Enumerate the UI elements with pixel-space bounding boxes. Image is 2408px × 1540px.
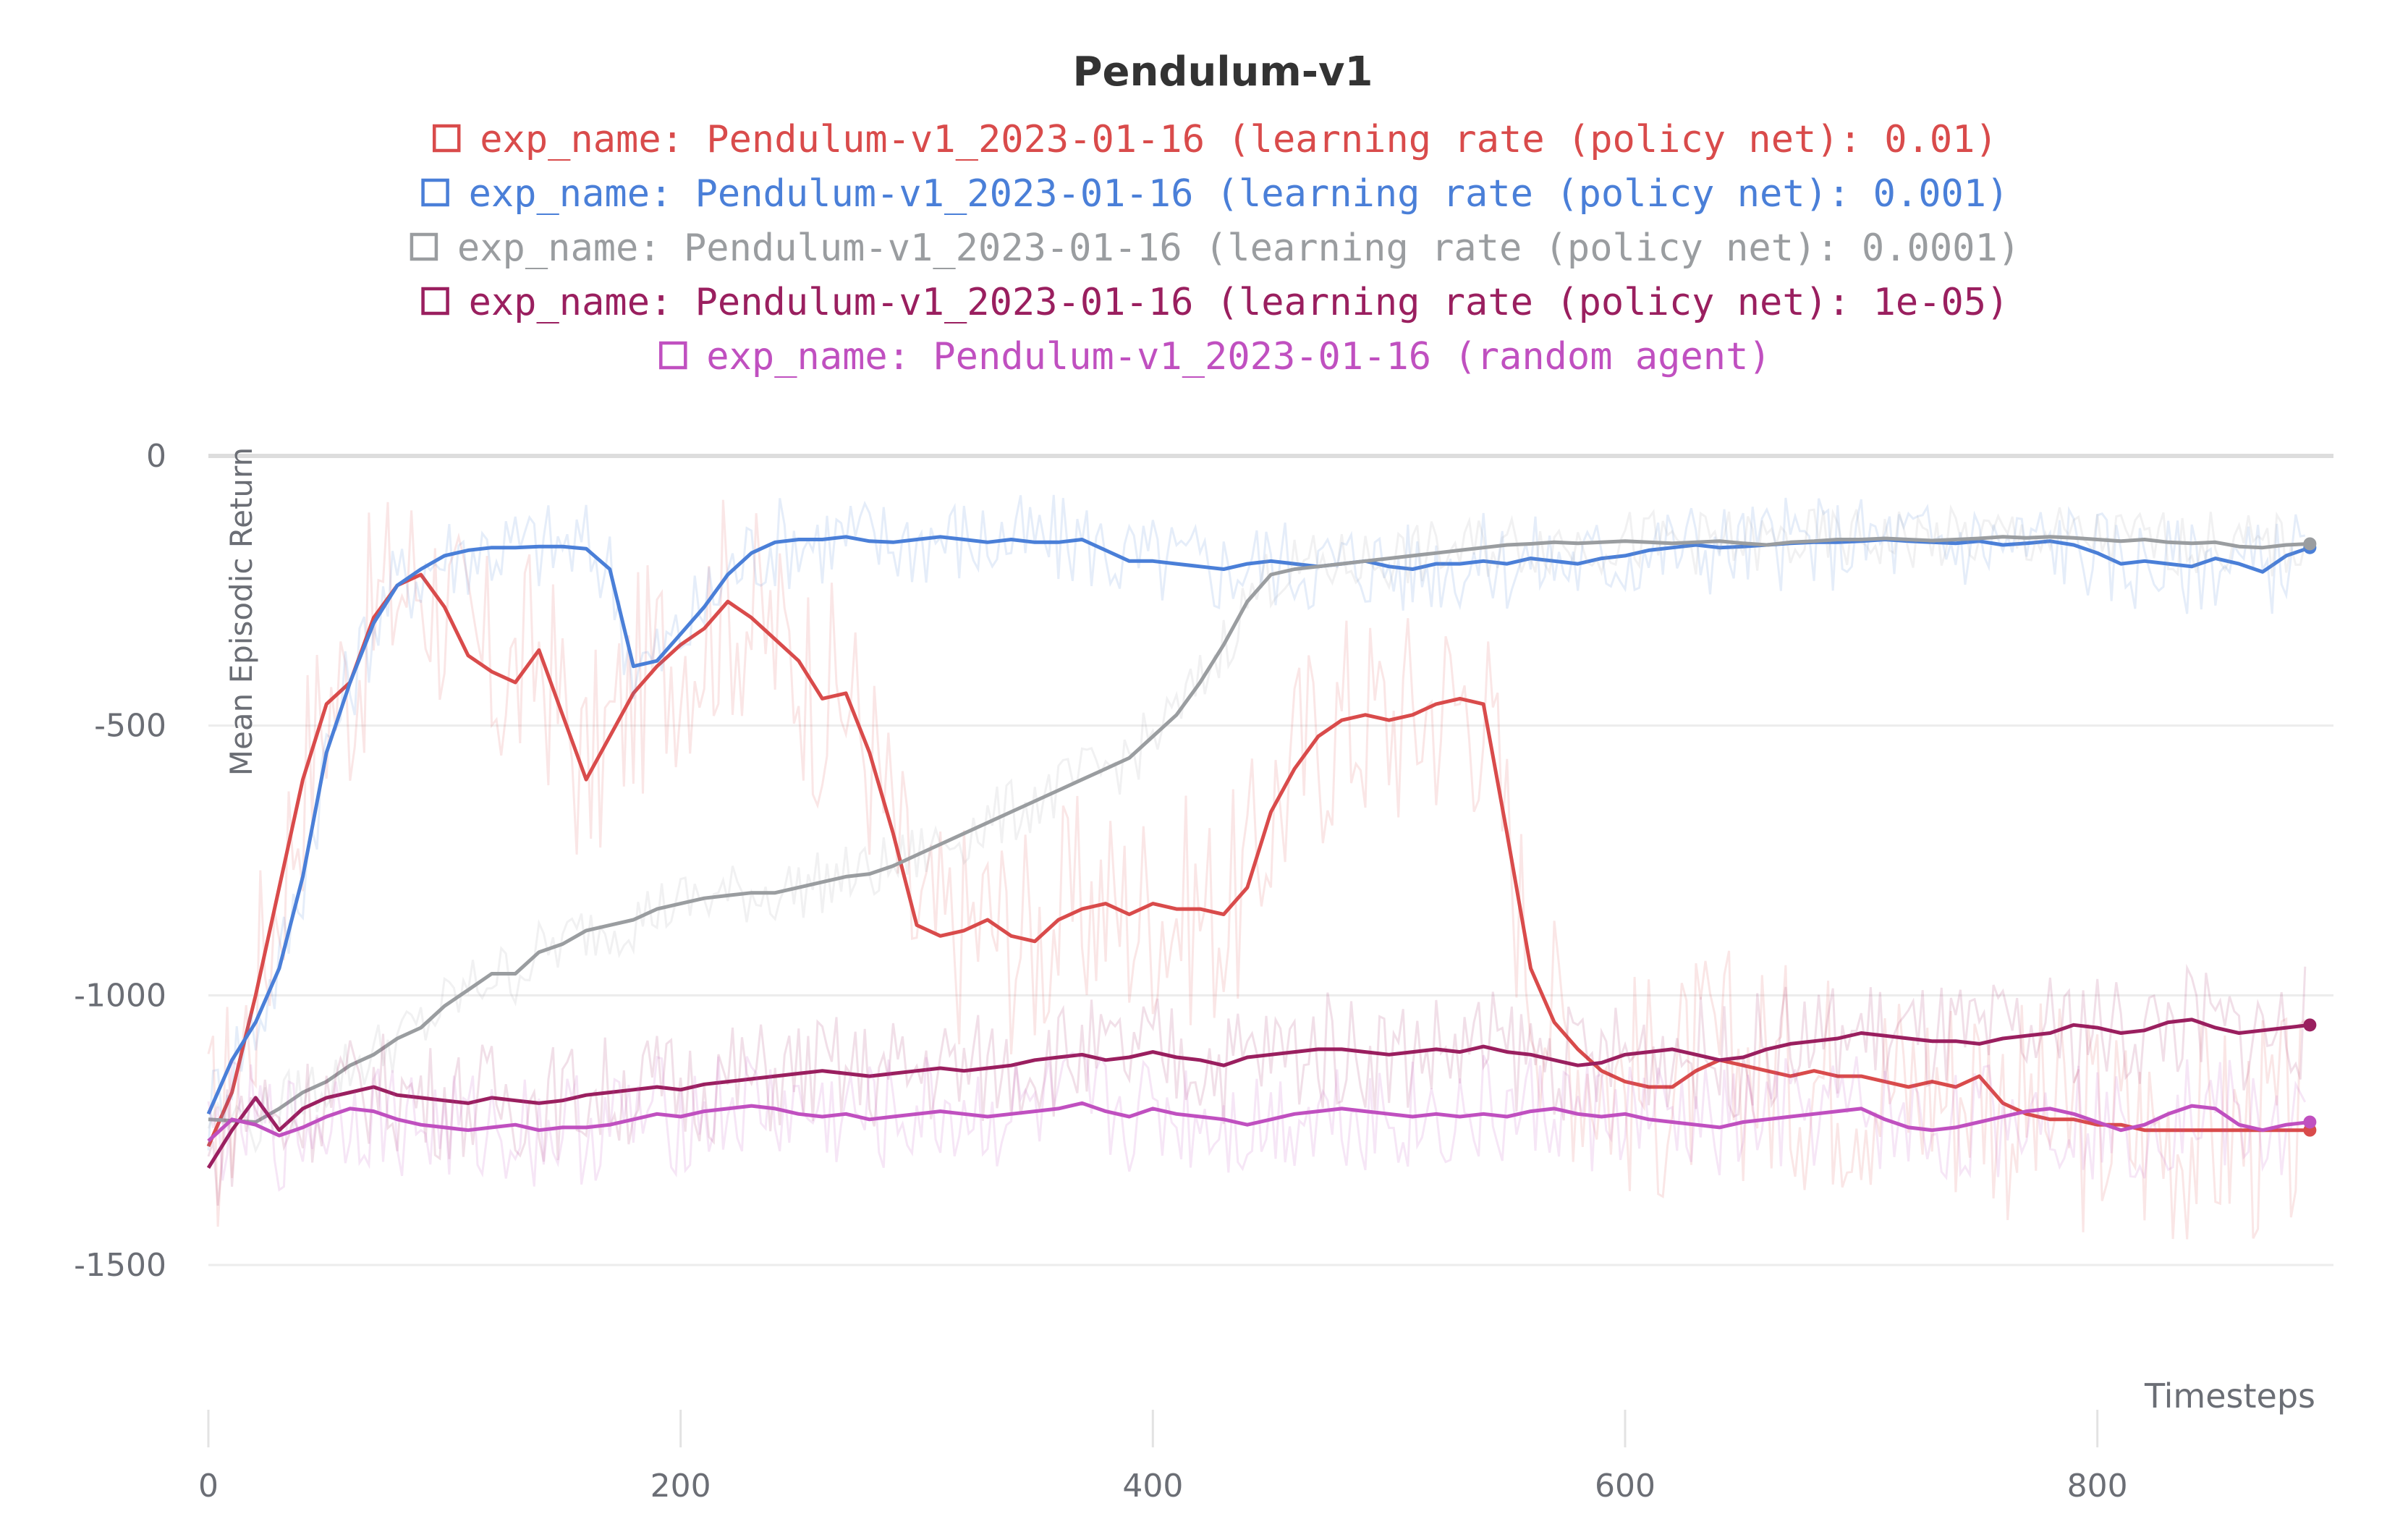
y-tick-label: -1500 (74, 1247, 166, 1284)
series-line (206, 535, 2311, 1115)
legend-swatch (421, 287, 449, 316)
y-axis-label: Mean Episodic Return (224, 447, 259, 776)
series-raw-trace (207, 494, 2306, 1151)
legend-item[interactable]: exp_name: Pendulum-v1_2023-01-16 (learni… (421, 172, 2009, 216)
x-tick-label: 800 (2067, 1468, 2128, 1505)
legend-item[interactable]: exp_name: Pendulum-v1_2023-01-16 (learni… (421, 281, 2009, 324)
y-tick-label: -1000 (74, 977, 166, 1014)
x-axis-label: Timesteps (2144, 1376, 2315, 1416)
legend-item[interactable]: exp_name: Pendulum-v1_2023-01-16 (learni… (432, 118, 1998, 161)
legend-swatch (432, 124, 461, 153)
series-line (206, 1018, 2310, 1169)
legend-label: exp_name: Pendulum-v1_2023-01-16 (learni… (469, 172, 2009, 216)
grid (208, 454, 2333, 1266)
legend-swatch (659, 341, 687, 370)
series-end-point (2303, 1115, 2317, 1129)
legend-label: exp_name: Pendulum-v1_2023-01-16 (learni… (480, 118, 1998, 161)
series-end-point (2303, 537, 2317, 551)
series-line (208, 535, 2310, 1124)
legend-swatch (421, 178, 449, 207)
legend-swatch (410, 232, 438, 261)
y-tick-label: 0 (146, 438, 166, 475)
legend-label: exp_name: Pendulum-v1_2023-01-16 (random… (706, 335, 1771, 378)
plot-area (206, 494, 2317, 1240)
series-line (206, 572, 2310, 1148)
x-tick-label: 600 (1595, 1468, 1656, 1505)
x-tick-label: 200 (650, 1468, 711, 1505)
legend-label: exp_name: Pendulum-v1_2023-01-16 (learni… (469, 281, 2009, 324)
series-raw-trace (207, 963, 2307, 1206)
x-tick-label: 0 (198, 1468, 219, 1505)
legend-item[interactable]: exp_name: Pendulum-v1_2023-01-16 (learni… (410, 227, 2020, 270)
series-raw-trace (207, 1052, 2307, 1192)
axes: 0 -500 -1000 -1500 0 200 400 600 800 (74, 438, 2128, 1505)
chart-title: Pendulum-v1 (1073, 48, 1373, 96)
series-end-point (2303, 1018, 2317, 1032)
legend-label: exp_name: Pendulum-v1_2023-01-16 (learni… (457, 227, 2020, 270)
series-line (207, 1101, 2310, 1143)
y-tick-label: -500 (94, 708, 166, 745)
x-tick-label: 400 (1122, 1468, 1183, 1505)
legend-item[interactable]: exp_name: Pendulum-v1_2023-01-16 (random… (659, 335, 1771, 378)
legend: exp_name: Pendulum-v1_2023-01-16 (learni… (410, 118, 2020, 378)
